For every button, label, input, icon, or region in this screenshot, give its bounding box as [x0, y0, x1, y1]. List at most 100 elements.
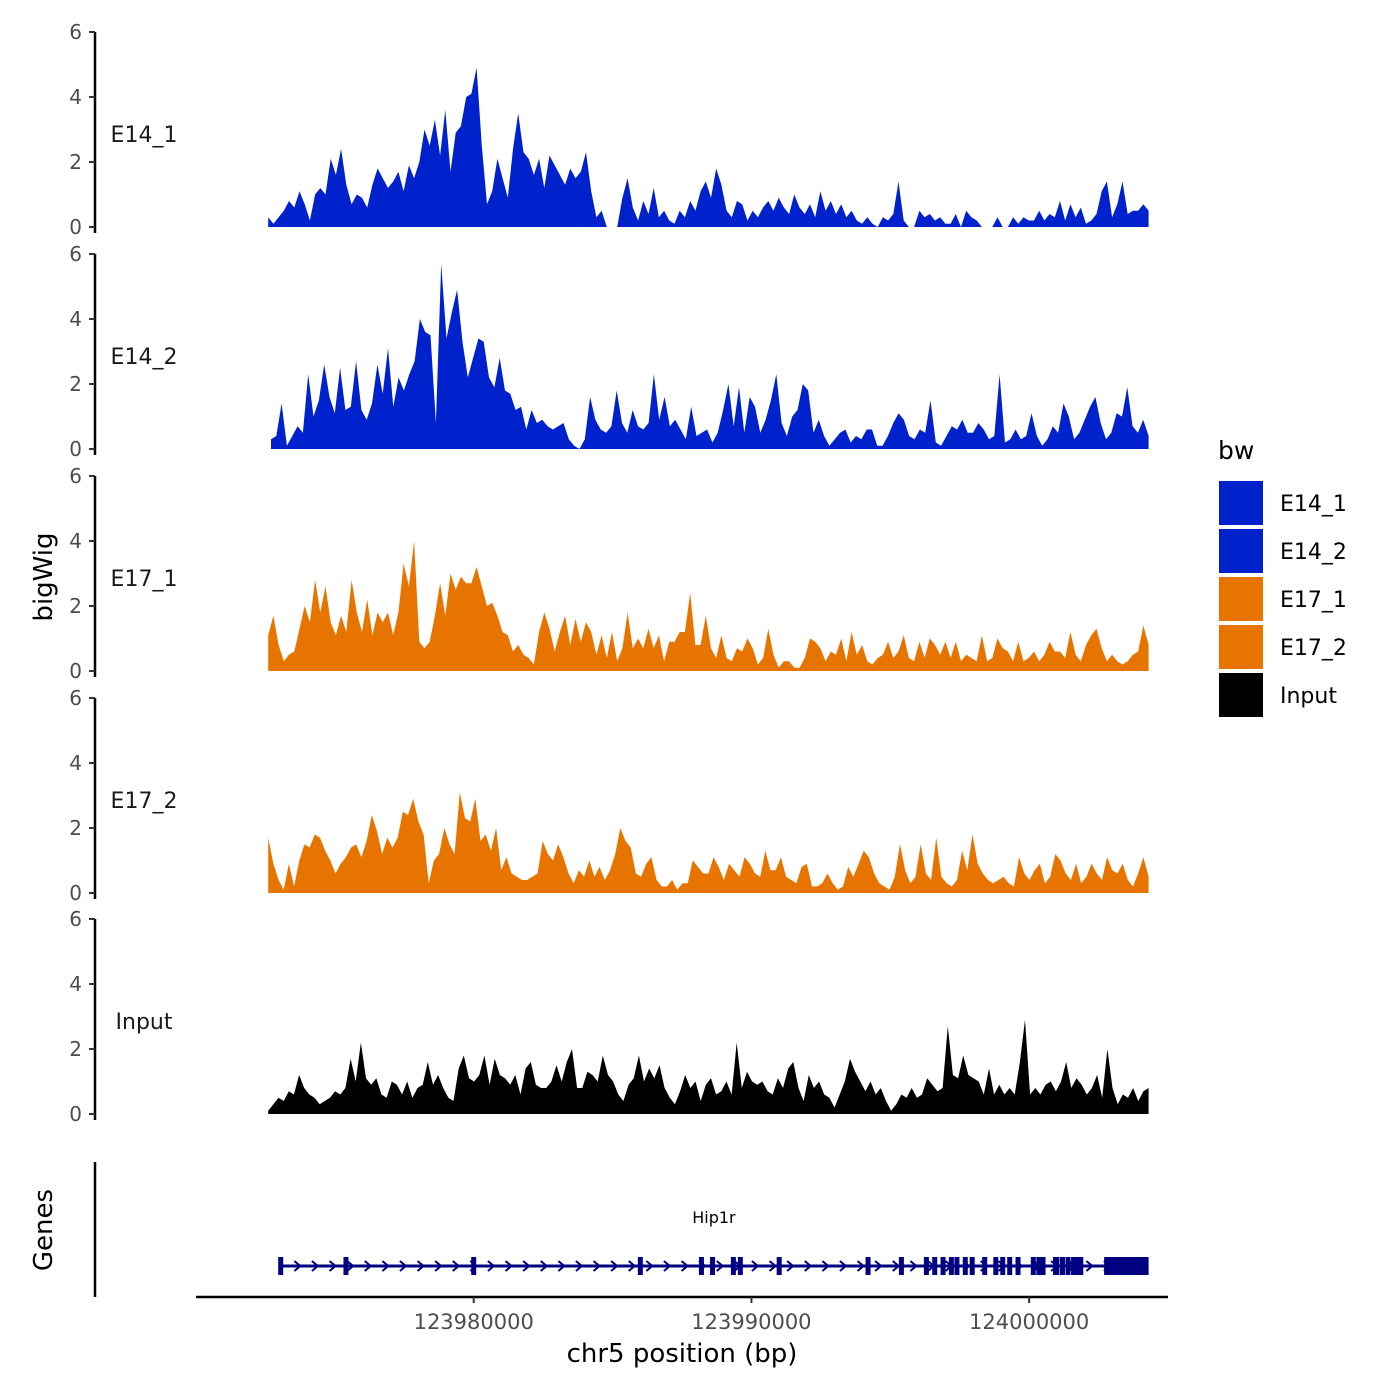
strand-arrow	[416, 1260, 426, 1272]
exon-block	[710, 1257, 716, 1275]
strand-arrow	[786, 1260, 795, 1272]
legend-key	[1219, 529, 1263, 573]
y-tick-label: 2	[69, 594, 82, 618]
y-tick-label: 2	[69, 150, 82, 174]
track-panels: 0 2 4 6 E14_1 0 2 4 6 E14_2 0 2 4 6 E17_1 0 2 4 6 E17_2 0 2 4 6…	[69, 20, 1149, 1126]
y-tick-label: 0	[69, 437, 82, 461]
strand-arrow	[522, 1260, 531, 1272]
x-axis: 123980000 123990000 124000000	[196, 1295, 1168, 1334]
track-panel-e17-2: 0 2 4 6 E17_2	[69, 686, 1149, 905]
genes-axis-title: Genes	[29, 1189, 59, 1271]
legend-key	[1219, 481, 1263, 525]
strand-arrow	[716, 1260, 725, 1272]
strand-arrow	[645, 1260, 654, 1272]
exon-block	[737, 1257, 743, 1275]
exon-block	[1036, 1257, 1042, 1275]
legend-key	[1219, 673, 1263, 717]
gene-name-label: Hip1r	[692, 1208, 736, 1227]
y-axis-title: bigWig	[29, 532, 59, 621]
exon-block	[1072, 1257, 1084, 1275]
legend-label: E14_2	[1280, 540, 1347, 565]
exon-block	[993, 1257, 999, 1275]
y-tick-label: 6	[69, 464, 82, 488]
exon-block	[1040, 1257, 1046, 1275]
exon-block	[1065, 1257, 1071, 1275]
legend-title: bw	[1218, 436, 1254, 465]
strand-arrow	[399, 1260, 408, 1272]
x-axis-title: chr5 position (bp)	[567, 1339, 798, 1369]
legend-label: E14_1	[1280, 492, 1347, 517]
y-tick-label: 2	[69, 372, 82, 396]
y-tick-label: 6	[69, 242, 82, 266]
exon-block	[1007, 1257, 1013, 1275]
y-tick-label: 6	[69, 907, 82, 931]
exon-block	[954, 1257, 960, 1275]
legend-key	[1219, 625, 1263, 669]
track-panel-input: 0 2 4 6 Input	[69, 907, 1149, 1126]
x-tick-label: 123990000	[691, 1310, 811, 1334]
exon-block	[969, 1257, 975, 1275]
signal-area	[268, 67, 1149, 227]
strand-arrow	[293, 1260, 302, 1272]
exon-block	[471, 1257, 477, 1275]
strand-arrow	[663, 1260, 672, 1272]
strand-arrow	[381, 1260, 390, 1272]
signal-area	[268, 792, 1149, 893]
exon-block	[1015, 1257, 1021, 1275]
signal-area	[271, 263, 1149, 449]
y-tick-label: 4	[69, 972, 82, 996]
legend-key	[1219, 577, 1263, 621]
track-panel-e17-1: 0 2 4 6 E17_1	[69, 464, 1149, 683]
track-panel-e14-2: 0 2 4 6 E14_2	[69, 242, 1149, 461]
exon-block	[1054, 1257, 1060, 1275]
gene-track: Hip1r	[93, 1162, 1149, 1297]
strand-arrow	[874, 1260, 883, 1272]
legend-label: E17_2	[1280, 636, 1347, 661]
y-tick-label: 4	[69, 307, 82, 331]
strand-arrow	[540, 1260, 549, 1272]
y-tick-label: 0	[69, 215, 82, 239]
strand-arrow	[434, 1260, 443, 1272]
strand-arrow	[311, 1260, 320, 1272]
x-tick-label: 124000000	[969, 1310, 1089, 1334]
track-panel-e14-1: 0 2 4 6 E14_1	[69, 20, 1149, 239]
strand-arrow	[364, 1260, 373, 1272]
track-label: E17_2	[111, 789, 178, 814]
exon-block	[865, 1257, 871, 1275]
strand-arrow	[592, 1260, 602, 1272]
y-tick-label: 0	[69, 659, 82, 683]
exon-block	[948, 1257, 954, 1275]
exon-block	[637, 1257, 643, 1275]
strand-arrow	[628, 1260, 637, 1272]
exon-block	[698, 1257, 704, 1275]
strand-arrow	[839, 1260, 848, 1272]
strand-arrow	[804, 1260, 813, 1272]
y-tick-label: 2	[69, 816, 82, 840]
exon-block	[730, 1257, 736, 1275]
exon-block	[1030, 1257, 1036, 1275]
strand-arrow	[452, 1260, 461, 1272]
exon-block	[1059, 1257, 1065, 1275]
exon-block	[982, 1257, 988, 1275]
exon-block	[343, 1257, 349, 1275]
track-label: Input	[116, 1010, 173, 1035]
y-tick-label: 0	[69, 1102, 82, 1126]
strand-arrow	[751, 1260, 760, 1272]
legend-label: Input	[1280, 684, 1337, 709]
exon-block	[1104, 1257, 1149, 1275]
strand-arrow	[909, 1260, 918, 1272]
exon-block	[278, 1257, 284, 1275]
y-tick-label: 6	[69, 686, 82, 710]
strand-arrow	[346, 1260, 355, 1272]
exon-block	[898, 1257, 904, 1275]
signal-area	[268, 541, 1149, 671]
strand-arrow	[680, 1260, 690, 1272]
exon-block	[776, 1257, 782, 1275]
exon-block	[923, 1257, 929, 1275]
y-tick-label: 0	[69, 881, 82, 905]
strand-arrow	[328, 1260, 338, 1272]
strand-arrow	[892, 1260, 901, 1272]
exon-block	[1000, 1257, 1006, 1275]
strand-arrow	[821, 1260, 830, 1272]
